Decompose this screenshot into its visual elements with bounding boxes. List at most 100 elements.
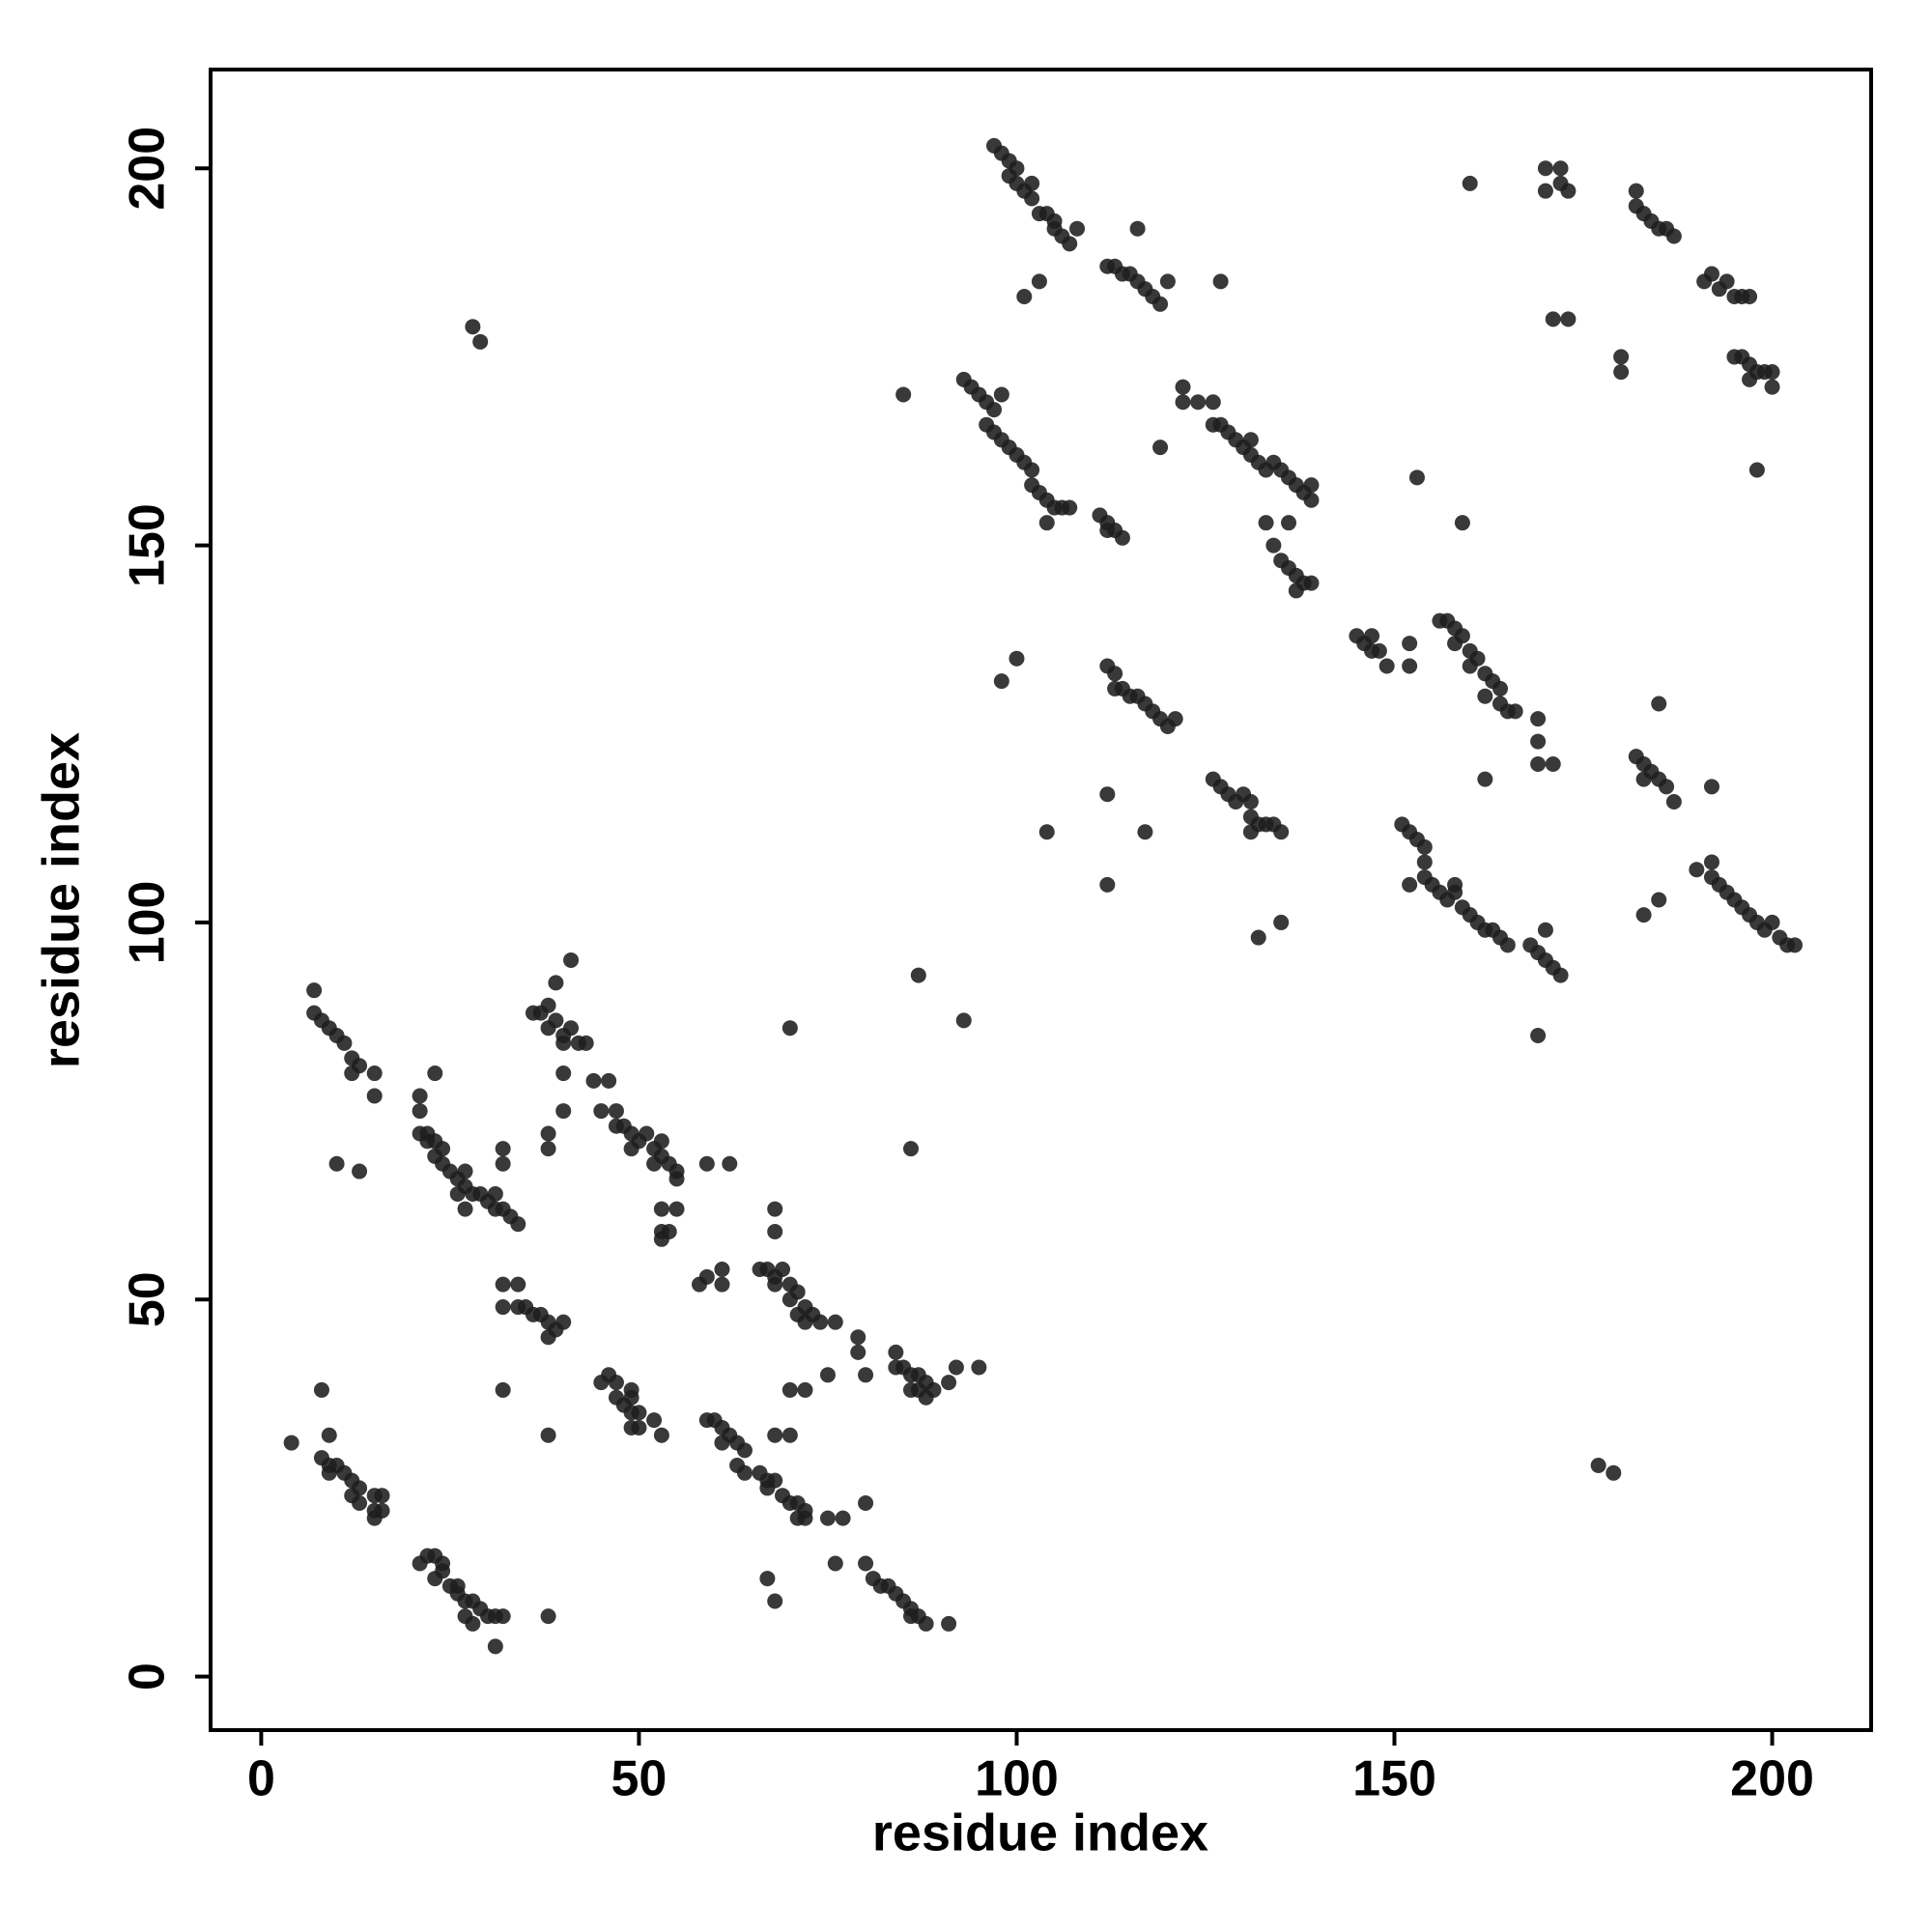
point — [1560, 311, 1577, 327]
point — [1530, 733, 1547, 750]
point — [698, 1155, 715, 1172]
point — [1024, 190, 1040, 207]
point — [1205, 394, 1221, 411]
point — [1038, 515, 1055, 531]
point — [1703, 266, 1719, 282]
point — [653, 1201, 669, 1217]
point — [555, 1035, 572, 1051]
point — [781, 1381, 798, 1398]
point — [1137, 824, 1153, 840]
point — [1499, 937, 1516, 953]
point — [1364, 628, 1380, 644]
point — [601, 1072, 617, 1089]
point — [850, 1344, 867, 1360]
point — [1303, 477, 1320, 494]
point — [306, 982, 323, 999]
y-axis-title: residue index — [32, 732, 90, 1068]
point — [1009, 650, 1025, 667]
point — [435, 1563, 451, 1579]
point — [540, 1608, 556, 1625]
point — [955, 1012, 972, 1029]
point — [1742, 371, 1758, 387]
point — [1069, 220, 1086, 237]
point — [1009, 160, 1025, 177]
point — [1265, 537, 1282, 554]
point — [1273, 914, 1290, 930]
point — [555, 1065, 572, 1082]
point — [781, 1427, 798, 1443]
point — [1537, 183, 1553, 199]
point — [487, 1185, 503, 1202]
point — [767, 1223, 783, 1239]
point — [1719, 273, 1735, 290]
point — [366, 1510, 383, 1526]
point — [313, 1381, 329, 1398]
point — [465, 319, 481, 335]
point — [578, 1035, 594, 1051]
point — [465, 1615, 481, 1632]
point — [1152, 296, 1169, 312]
point — [495, 1299, 511, 1316]
point — [1031, 273, 1047, 290]
x-tick-label: 150 — [1352, 1751, 1436, 1807]
point — [698, 1268, 715, 1285]
point — [1462, 175, 1478, 191]
point — [1454, 628, 1470, 644]
point — [540, 1020, 556, 1037]
point — [1635, 907, 1652, 923]
point — [1159, 273, 1176, 290]
point — [835, 1510, 851, 1526]
x-tick-label: 50 — [611, 1751, 668, 1807]
point — [495, 1155, 511, 1172]
point — [1742, 288, 1758, 304]
point — [797, 1314, 813, 1330]
point — [1016, 288, 1033, 304]
point — [1447, 876, 1463, 893]
point — [427, 1065, 443, 1082]
point — [1062, 499, 1078, 516]
point — [1250, 929, 1266, 946]
point — [1242, 794, 1259, 810]
point — [374, 1488, 390, 1504]
point — [1288, 582, 1304, 599]
point — [646, 1155, 663, 1172]
point — [714, 1262, 730, 1278]
point — [1024, 175, 1040, 191]
point — [1212, 273, 1229, 290]
point — [850, 1329, 867, 1346]
point — [1530, 755, 1547, 772]
point — [540, 1125, 556, 1142]
point — [366, 1088, 383, 1104]
point — [1764, 914, 1780, 930]
point — [1748, 462, 1765, 478]
point — [1242, 432, 1259, 448]
point — [1038, 824, 1055, 840]
y-tick-label: 150 — [120, 503, 176, 587]
point — [472, 333, 489, 350]
point — [759, 1571, 776, 1587]
point — [563, 1020, 580, 1037]
point — [910, 1381, 926, 1398]
point — [1605, 1464, 1622, 1481]
point — [352, 1163, 368, 1179]
point — [623, 1381, 639, 1398]
point — [540, 1329, 556, 1346]
point — [540, 1141, 556, 1157]
point — [563, 952, 580, 968]
point — [593, 1103, 610, 1120]
point — [631, 1419, 647, 1435]
point — [1303, 575, 1320, 591]
point — [1152, 440, 1169, 456]
point — [653, 1427, 669, 1443]
point — [1628, 183, 1644, 199]
point — [1167, 711, 1183, 727]
point — [1659, 779, 1675, 795]
point — [1062, 236, 1078, 252]
point — [608, 1375, 624, 1391]
x-axis-title: residue index — [872, 1804, 1208, 1861]
point — [585, 1072, 602, 1089]
point — [510, 1276, 526, 1293]
point — [1129, 220, 1146, 237]
point — [993, 386, 1009, 403]
